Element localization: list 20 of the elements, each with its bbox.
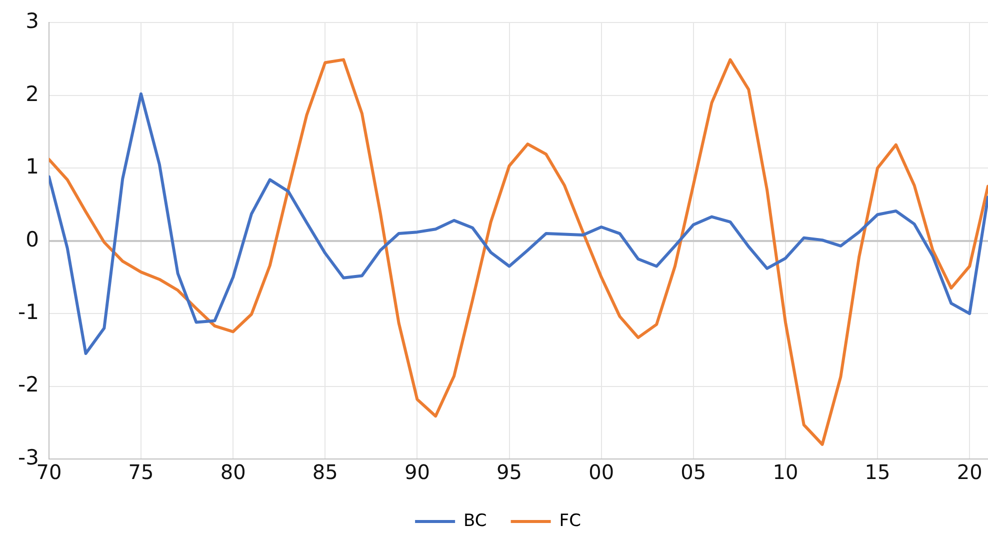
x-tick-label: 70 <box>36 460 62 484</box>
x-tick-label: 15 <box>864 460 890 484</box>
y-tick-label: 2 <box>26 82 39 106</box>
y-tick-label: 3 <box>26 9 39 34</box>
x-tick-label: 90 <box>404 460 430 484</box>
y-tick-label: 1 <box>26 154 39 179</box>
y-tick-label: 0 <box>26 227 39 252</box>
y-tick-label: -1 <box>18 300 39 324</box>
x-tick-label: 80 <box>220 460 246 484</box>
y-tick-label: -2 <box>18 372 39 397</box>
x-tick-label: 75 <box>128 460 154 484</box>
y-tick-label: -3 <box>18 445 39 470</box>
legend-label: FC <box>559 510 581 531</box>
x-tick-label: 85 <box>312 460 338 484</box>
x-tick-label: 20 <box>956 460 982 484</box>
x-tick-label: 00 <box>588 460 614 484</box>
x-tick-label: 95 <box>496 460 522 484</box>
x-tick-label: 05 <box>680 460 706 484</box>
legend-label: BC <box>464 510 487 531</box>
x-tick-label: 10 <box>772 460 798 484</box>
